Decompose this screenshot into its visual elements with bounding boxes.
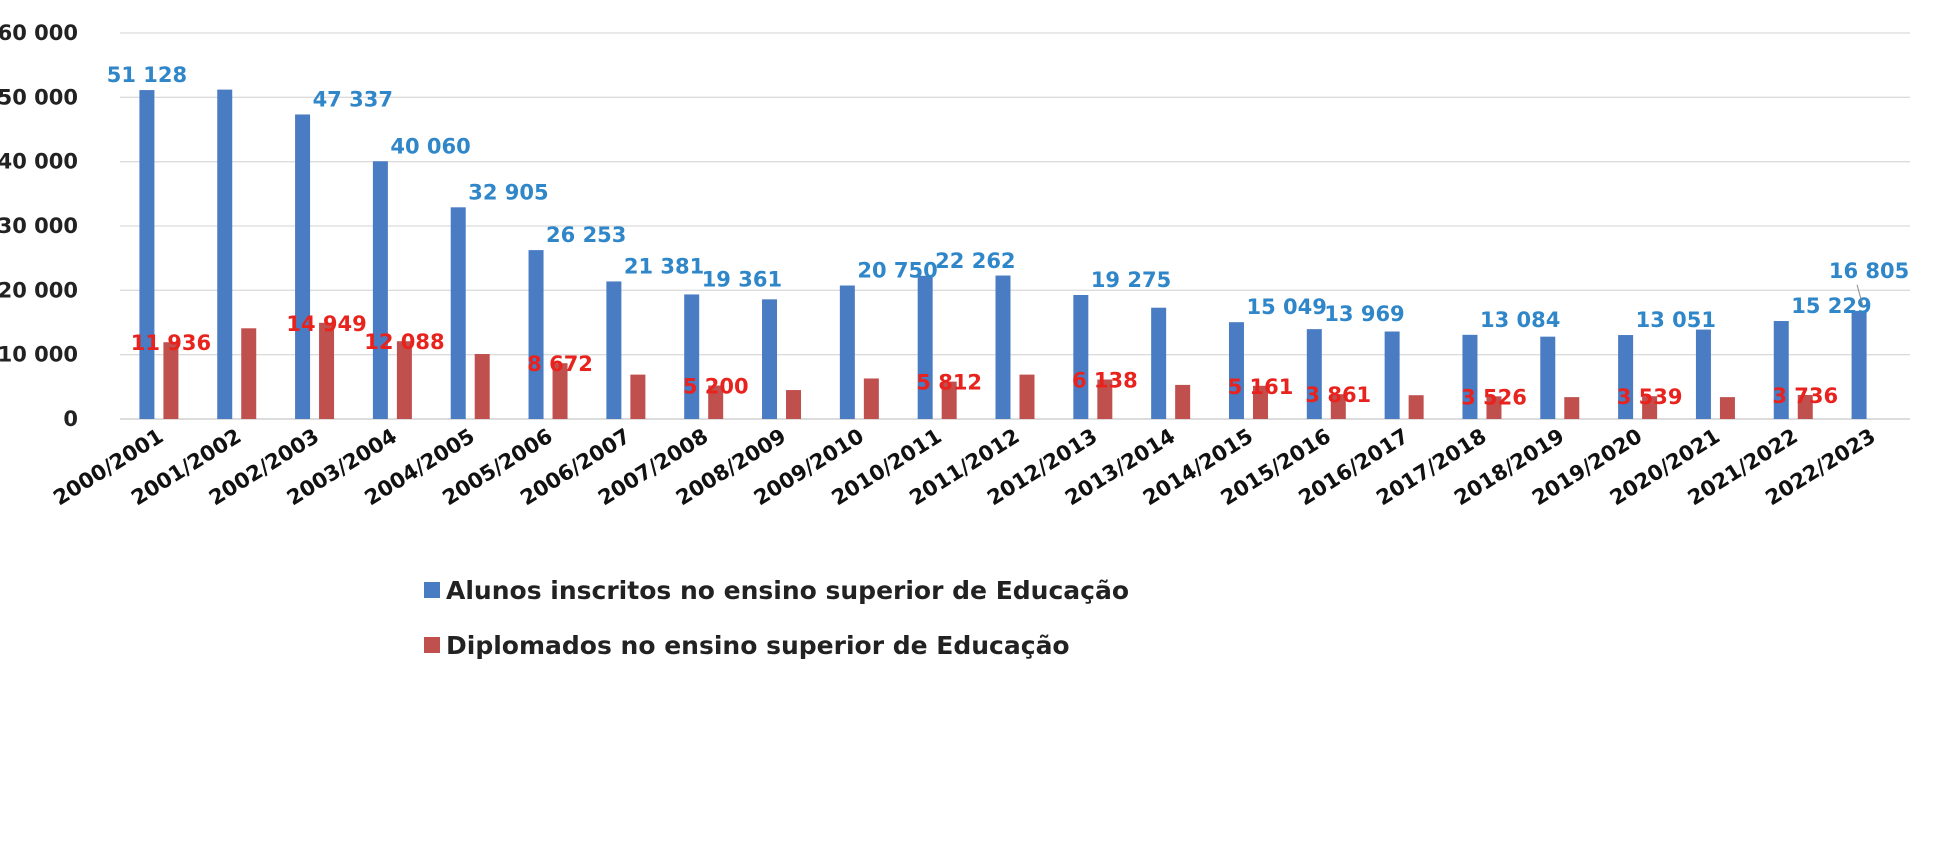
data-label-diplomados: 5 812 bbox=[916, 371, 982, 395]
data-label-diplomados: 3 539 bbox=[1617, 385, 1683, 409]
bar-alunos-inscritos bbox=[917, 275, 933, 419]
bar-diplomados bbox=[1486, 396, 1502, 419]
bar-alunos-inscritos bbox=[450, 207, 466, 419]
bar-alunos-inscritos bbox=[1851, 310, 1867, 419]
x-axis-ticks: 2000/20012001/20022002/20032003/20042004… bbox=[49, 424, 1880, 510]
bar-diplomados bbox=[708, 385, 724, 419]
bar-alunos-inscritos bbox=[217, 89, 233, 419]
bar-alunos-inscritos bbox=[606, 281, 622, 419]
bar-diplomados bbox=[319, 322, 335, 419]
bar-diplomados bbox=[552, 363, 568, 419]
bar-alunos-inscritos bbox=[1540, 336, 1556, 419]
bar-diplomados bbox=[1408, 395, 1424, 419]
legend-swatch bbox=[424, 582, 440, 598]
data-label-alunos: 13 084 bbox=[1480, 308, 1560, 332]
y-tick-label: 60 000 bbox=[0, 21, 78, 45]
bar-alunos-inscritos bbox=[839, 285, 855, 419]
legend-swatch bbox=[424, 637, 440, 653]
legend: Alunos inscritos no ensino superior de E… bbox=[424, 576, 1129, 660]
data-label-diplomados: 3 861 bbox=[1305, 383, 1371, 407]
data-label-alunos: 20 750 bbox=[857, 259, 937, 283]
bar-diplomados bbox=[163, 342, 179, 419]
data-label-alunos: 19 275 bbox=[1091, 268, 1171, 292]
data-label-diplomados: 3 526 bbox=[1461, 385, 1527, 409]
data-label-alunos: 26 253 bbox=[546, 223, 626, 247]
y-tick-label: 30 000 bbox=[0, 214, 78, 238]
data-label-alunos: 15 049 bbox=[1246, 295, 1326, 319]
bar-diplomados bbox=[941, 381, 957, 419]
y-axis-ticks: 0 10 000 20 000 30 000 40 000 50 000 60 000 bbox=[0, 21, 78, 431]
bar-alunos-inscritos bbox=[1773, 321, 1789, 419]
bar-diplomados bbox=[630, 374, 646, 419]
data-label-alunos: 47 337 bbox=[313, 87, 393, 111]
bar-diplomados bbox=[1642, 396, 1658, 419]
data-label-alunos: 13 051 bbox=[1636, 308, 1716, 332]
legend-label: Diplomados no ensino superior de Educaçã… bbox=[446, 631, 1070, 660]
bar-alunos-inscritos bbox=[1228, 322, 1244, 419]
y-tick-label: 0 bbox=[63, 407, 78, 431]
bar-alunos-inscritos bbox=[528, 250, 544, 419]
data-label-alunos: 40 060 bbox=[390, 134, 470, 158]
bar-diplomados bbox=[1330, 394, 1346, 419]
data-label-diplomados: 5 161 bbox=[1228, 375, 1294, 399]
bar-diplomados bbox=[241, 328, 257, 419]
bar-alunos-inscritos bbox=[139, 90, 155, 419]
data-label-diplomados: 14 949 bbox=[286, 312, 366, 336]
bar-alunos-inscritos bbox=[1073, 294, 1089, 419]
bar-alunos-inscritos bbox=[1695, 329, 1711, 419]
data-label-alunos: 51 128 bbox=[107, 63, 187, 87]
y-tick-label: 50 000 bbox=[0, 85, 78, 109]
gridlines bbox=[120, 32, 1910, 420]
data-label-diplomados: 3 736 bbox=[1772, 384, 1838, 408]
bars bbox=[139, 89, 1867, 419]
data-label-alunos: 13 969 bbox=[1324, 302, 1404, 326]
data-label-diplomados: 11 936 bbox=[131, 331, 211, 355]
data-label-alunos: 32 905 bbox=[468, 180, 548, 204]
bar-alunos-inscritos bbox=[1151, 307, 1167, 419]
bar-diplomados bbox=[1097, 379, 1113, 419]
y-tick-label: 20 000 bbox=[0, 278, 78, 302]
data-label-alunos: 22 262 bbox=[935, 249, 1015, 273]
bar-diplomados bbox=[863, 378, 879, 419]
bar-alunos-inscritos bbox=[1618, 335, 1634, 419]
data-label-diplomados: 8 672 bbox=[527, 352, 593, 376]
bar-diplomados bbox=[1719, 397, 1735, 419]
y-tick-label: 40 000 bbox=[0, 150, 78, 174]
data-label-alunos: 15 229 bbox=[1791, 294, 1871, 318]
bar-diplomados bbox=[396, 341, 412, 419]
bar-diplomados bbox=[1019, 374, 1035, 419]
data-label-diplomados: 6 138 bbox=[1072, 369, 1138, 393]
data-label-leader-line bbox=[1856, 284, 1864, 308]
bar-diplomados bbox=[1797, 394, 1813, 419]
legend-label: Alunos inscritos no ensino superior de E… bbox=[446, 576, 1129, 605]
bar-alunos-inscritos bbox=[762, 299, 778, 419]
bar-alunos-inscritos bbox=[995, 275, 1011, 419]
bar-diplomados bbox=[1252, 385, 1268, 419]
data-label-alunos: 21 381 bbox=[624, 254, 704, 278]
data-label-alunos: 19 361 bbox=[702, 267, 782, 291]
bar-alunos-inscritos bbox=[295, 114, 311, 419]
bar-alunos-inscritos bbox=[1384, 331, 1400, 419]
bar-alunos-inscritos bbox=[684, 294, 700, 419]
data-label-alunos: 16 805 bbox=[1829, 259, 1909, 283]
bar-alunos-inscritos bbox=[1306, 329, 1322, 419]
y-tick-label: 10 000 bbox=[0, 343, 78, 367]
bar-alunos-inscritos bbox=[372, 161, 388, 419]
bar-diplomados bbox=[474, 354, 490, 419]
bar-diplomados bbox=[786, 390, 802, 419]
bar-diplomados bbox=[1564, 397, 1580, 419]
bar-diplomados bbox=[1175, 384, 1191, 419]
data-label-diplomados: 12 088 bbox=[364, 330, 444, 354]
bar-alunos-inscritos bbox=[1462, 334, 1478, 419]
data-label-diplomados: 5 200 bbox=[683, 375, 749, 399]
